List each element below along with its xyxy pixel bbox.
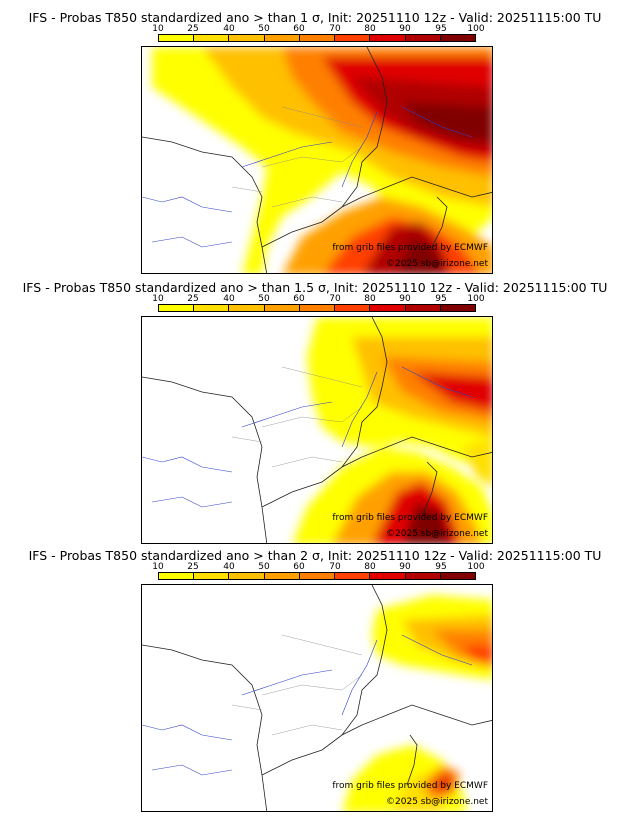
probability-map: from grib files provided by ECMWF ©2025 … [141,316,493,544]
colorbar-tick: 25 [187,562,199,572]
colorbar-tick: 90 [399,294,411,304]
map-panel-3: IFS - Probas T850 standardized ano > tha… [0,548,630,816]
colorbar-tick: 60 [293,294,305,304]
data-source-credit: from grib files provided by ECMWF [332,781,488,791]
colorbar-segment [194,305,230,311]
colorbar-segment [264,35,300,41]
colorbar-tick: 90 [399,24,411,34]
colorbar-segment [335,305,371,311]
colorbar-segment [229,35,265,41]
colorbar-tick: 50 [258,562,270,572]
colorbar-tick: 80 [364,24,376,34]
colorbar-tick: 100 [467,24,485,34]
map-canvas [142,585,492,811]
site-credit: ©2025 sb@irizone.net [386,259,488,269]
colorbar-tick: 25 [187,294,199,304]
site-credit: ©2025 sb@irizone.net [386,797,488,807]
probability-map: from grib files provided by ECMWF ©2025 … [141,46,493,274]
map-canvas [142,47,492,273]
colorbar-tick: 25 [187,24,199,34]
colorbar-segment [440,35,475,41]
colorbar-tick: 40 [223,294,235,304]
colorbar-segment [299,35,336,41]
colorbar-segment [264,573,300,579]
colorbar [158,34,476,42]
colorbar-tick: 60 [293,24,305,34]
colorbar-segment [299,305,336,311]
colorbar-tick: 80 [364,294,376,304]
colorbar-tick: 40 [223,24,235,34]
colorbar-tick: 95 [435,294,447,304]
colorbar-labels: 10 25 40 50 60 70 80 90 95 100 [152,294,484,304]
site-credit: ©2025 sb@irizone.net [386,529,488,539]
colorbar-tick: 90 [399,562,411,572]
panel-title: IFS - Probas T850 standardized ano > tha… [28,10,602,25]
colorbar-segment [229,305,265,311]
colorbar-tick: 60 [293,562,305,572]
colorbar-tick: 100 [467,562,485,572]
colorbar-tick: 95 [435,24,447,34]
colorbar-segment [194,573,230,579]
colorbar-segment [370,573,406,579]
colorbar-segment [405,35,441,41]
colorbar [158,572,476,580]
map-panel-2: IFS - Probas T850 standardized ano > tha… [0,280,630,548]
colorbar-segment [440,573,475,579]
colorbar-segment [299,573,336,579]
colorbar-tick: 70 [329,24,341,34]
colorbar [158,304,476,312]
colorbar-segment [229,573,265,579]
probability-map: from grib files provided by ECMWF ©2025 … [141,584,493,812]
colorbar-tick: 70 [329,294,341,304]
colorbar-tick: 80 [364,562,376,572]
colorbar-segment [335,573,371,579]
colorbar-tick: 70 [329,562,341,572]
colorbar-tick: 50 [258,24,270,34]
colorbar-segment [405,305,441,311]
data-source-credit: from grib files provided by ECMWF [332,243,488,253]
colorbar-segment [440,305,475,311]
colorbar-segment [370,305,406,311]
colorbar-segment [159,305,195,311]
data-source-credit: from grib files provided by ECMWF [332,513,488,523]
map-canvas [142,317,492,543]
colorbar-segment [159,573,195,579]
colorbar-tick: 10 [152,24,164,34]
map-panel-1: IFS - Probas T850 standardized ano > tha… [0,10,630,278]
colorbar-segment [405,573,441,579]
colorbar-segment [194,35,230,41]
colorbar-tick: 10 [152,294,164,304]
panel-title: IFS - Probas T850 standardized ano > tha… [28,548,602,563]
colorbar-tick: 100 [467,294,485,304]
colorbar-tick: 95 [435,562,447,572]
colorbar-segment [370,35,406,41]
colorbar-segment [264,305,300,311]
colorbar-tick: 40 [223,562,235,572]
panel-title: IFS - Probas T850 standardized ano > tha… [22,280,608,295]
colorbar-tick: 50 [258,294,270,304]
colorbar-segment [159,35,195,41]
colorbar-labels: 10 25 40 50 60 70 80 90 95 100 [152,562,484,572]
colorbar-segment [335,35,371,41]
colorbar-labels: 10 25 40 50 60 70 80 90 95 100 [152,24,484,34]
colorbar-tick: 10 [152,562,164,572]
